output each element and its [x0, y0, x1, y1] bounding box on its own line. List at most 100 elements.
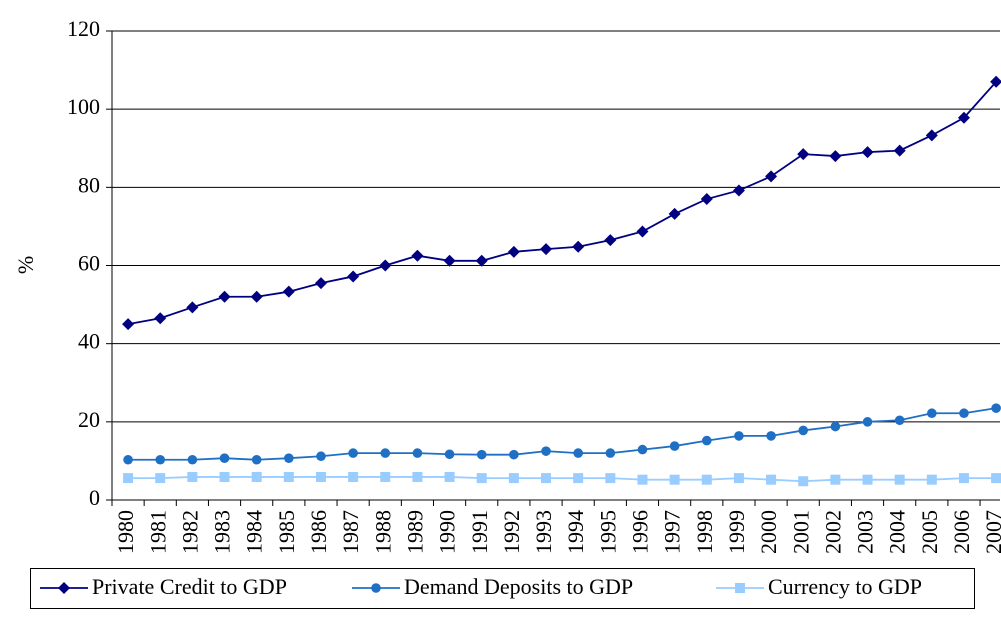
y-axis-label: % — [13, 256, 38, 274]
marker — [829, 150, 842, 163]
marker — [605, 473, 616, 484]
x-tick-label: 1990 — [435, 510, 460, 554]
marker — [58, 582, 70, 594]
legend-label: Private Credit to GDP — [92, 574, 287, 599]
marker — [925, 129, 938, 142]
marker — [541, 446, 551, 456]
marker — [668, 207, 681, 220]
series — [123, 403, 1001, 465]
marker — [862, 474, 873, 485]
marker — [348, 448, 358, 458]
marker — [250, 290, 263, 303]
marker — [507, 245, 520, 258]
x-tick-label: 1985 — [274, 510, 299, 554]
marker — [957, 111, 970, 124]
marker — [379, 259, 392, 272]
x-tick-label: 1986 — [306, 510, 331, 554]
marker — [540, 243, 553, 256]
marker — [734, 431, 744, 441]
marker — [123, 454, 133, 465]
marker — [315, 471, 326, 482]
marker — [991, 403, 1001, 413]
marker — [219, 471, 230, 482]
marker — [187, 471, 198, 482]
marker — [637, 444, 648, 455]
y-tick-label: 80 — [78, 172, 100, 197]
marker — [733, 473, 744, 484]
marker — [732, 184, 745, 197]
marker — [958, 473, 969, 484]
x-tick-label: 1996 — [628, 510, 653, 554]
marker — [411, 249, 424, 262]
marker — [605, 448, 616, 458]
legend-entry: Currency to GDP — [716, 574, 922, 599]
marker — [669, 441, 680, 451]
x-tick-label: 1992 — [499, 510, 524, 554]
marker — [219, 453, 230, 463]
x-tick-label: 1983 — [210, 510, 235, 554]
marker — [444, 449, 455, 460]
y-tick-label: 0 — [89, 485, 100, 510]
marker — [701, 474, 712, 485]
x-tick-label: 2001 — [788, 510, 813, 554]
marker — [476, 449, 487, 460]
marker — [830, 474, 841, 485]
series — [123, 471, 1001, 487]
line — [127, 81, 997, 326]
x-tick-label: 2004 — [885, 510, 910, 554]
marker — [669, 474, 680, 485]
line — [128, 407, 997, 461]
x-tick-label: 2002 — [820, 510, 845, 554]
marker — [314, 277, 327, 290]
x-tick-label: 1987 — [338, 510, 363, 554]
marker — [475, 254, 488, 267]
y-tick-label: 100 — [67, 94, 100, 119]
marker — [476, 473, 487, 484]
marker — [154, 312, 167, 325]
marker — [990, 75, 1001, 88]
marker — [861, 146, 874, 159]
marker — [894, 474, 905, 485]
marker — [155, 454, 166, 465]
marker — [701, 435, 712, 446]
marker — [604, 234, 617, 247]
marker — [893, 144, 906, 157]
series — [122, 75, 1001, 331]
marker — [894, 415, 905, 426]
marker — [284, 453, 294, 463]
marker — [123, 473, 134, 484]
x-tick-label: 2003 — [853, 510, 878, 554]
marker — [862, 417, 873, 427]
x-tick-label: 1981 — [145, 510, 170, 554]
x-tick-label: 1993 — [531, 510, 556, 554]
marker — [347, 270, 360, 283]
marker — [412, 471, 423, 482]
marker — [798, 476, 809, 487]
legend-entry: Private Credit to GDP — [40, 574, 287, 599]
marker — [926, 474, 937, 485]
marker — [155, 473, 166, 484]
x-tick-label: 1999 — [724, 510, 749, 554]
marker — [798, 425, 809, 436]
x-tick-label: 1982 — [177, 510, 202, 554]
marker — [735, 583, 745, 593]
marker — [443, 254, 456, 267]
x-tick-label: 1994 — [563, 510, 588, 554]
marker — [766, 431, 776, 441]
marker — [959, 408, 969, 419]
marker — [572, 240, 585, 253]
legend-box — [30, 568, 975, 609]
x-tick-label: 1991 — [467, 510, 492, 554]
marker — [380, 448, 391, 458]
marker — [637, 474, 648, 485]
marker — [283, 471, 294, 482]
marker — [371, 583, 381, 593]
y-tick-label: 20 — [78, 407, 100, 432]
line — [128, 476, 997, 483]
x-tick-label: 1984 — [242, 510, 267, 554]
marker — [282, 285, 295, 298]
x-tick-label: 2000 — [756, 510, 781, 554]
marker — [444, 471, 455, 482]
x-tick-label: 1995 — [595, 510, 620, 554]
